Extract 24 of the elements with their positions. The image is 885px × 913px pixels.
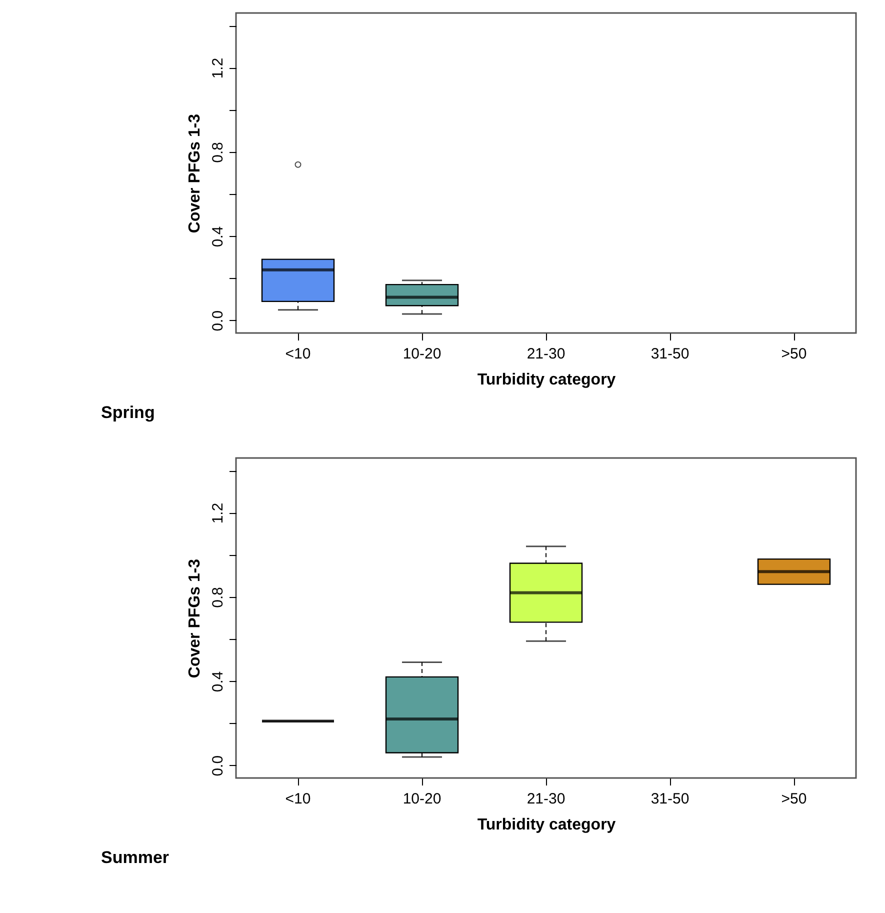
x-tick-label: <10 (285, 790, 311, 808)
y-axis-title: Cover PFGs 1-3 (186, 558, 204, 678)
y-tick-label: 1.2 (210, 502, 226, 524)
y-tick-label: 0.4 (210, 226, 226, 248)
x-tick-label: 31-50 (650, 346, 690, 362)
x-tick-label: >50 (781, 790, 807, 808)
text: Summer (101, 848, 170, 867)
y-tick-label: 0.8 (210, 142, 226, 163)
y-tick-label: 0.0 (210, 310, 226, 332)
x-tick-label: <10 (285, 346, 311, 362)
y-tick-label: 0.0 (210, 755, 226, 776)
y-tick-label: 0.8 (210, 587, 226, 608)
y-tick-label: 1.2 (210, 58, 226, 79)
text: Spring (101, 403, 155, 422)
x-tick-label: 10-20 (402, 790, 442, 808)
y-axis-title: Cover PFGs 1-3 (186, 114, 204, 234)
x-axis-title: Turbidity category (477, 372, 616, 388)
x-tick-label: 21-30 (526, 346, 566, 362)
x-axis-title: Turbidity category (477, 816, 616, 834)
x-tick-label: >50 (781, 346, 807, 362)
y-tick-label: 0.4 (210, 671, 226, 692)
x-tick-label: 21-30 (526, 790, 566, 808)
x-tick-label: 10-20 (402, 346, 442, 362)
x-tick-label: 31-50 (650, 790, 690, 808)
